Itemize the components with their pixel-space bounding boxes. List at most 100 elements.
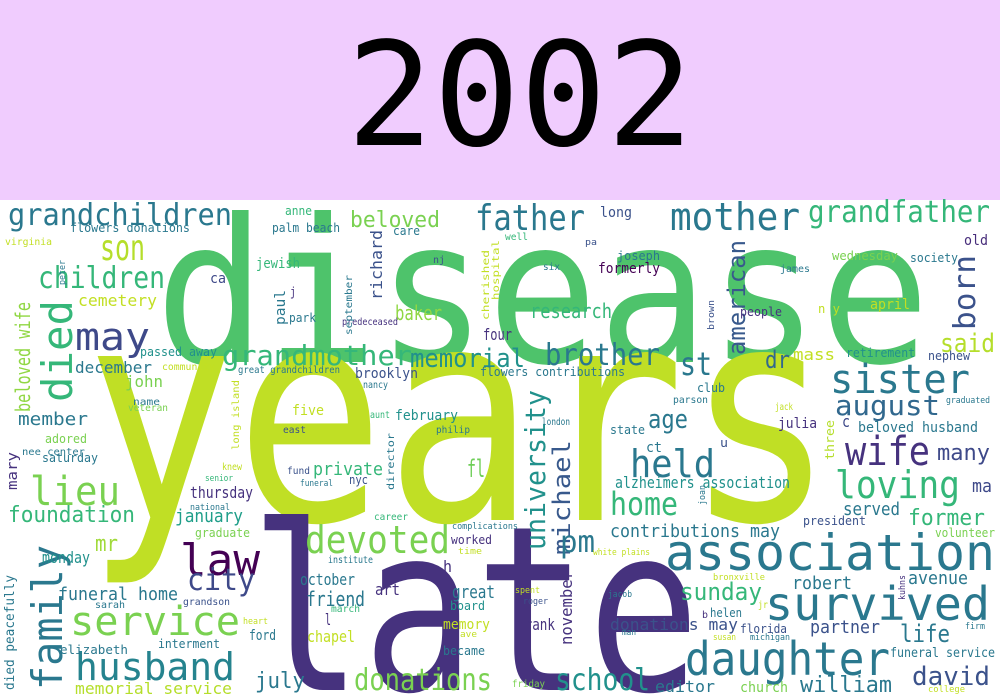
word: mother xyxy=(670,195,800,239)
word: joseph xyxy=(617,249,660,263)
word: died xyxy=(33,300,82,402)
word: funeral xyxy=(300,479,333,489)
word: frank xyxy=(517,615,555,634)
word: saturday xyxy=(42,451,98,465)
word: graduate xyxy=(195,526,250,540)
word: sunday xyxy=(680,578,762,606)
word: five xyxy=(292,403,324,419)
word: nephew xyxy=(928,349,971,363)
word: age xyxy=(648,405,688,435)
word: monday xyxy=(42,548,90,567)
word: state xyxy=(610,423,645,437)
word: director xyxy=(386,433,397,490)
word: served xyxy=(843,499,900,520)
word: september xyxy=(344,275,355,335)
word: knew xyxy=(222,462,243,473)
word: kuhns xyxy=(898,575,908,600)
word: memorial xyxy=(410,344,525,374)
word: james xyxy=(780,264,810,275)
word: grandmother xyxy=(222,339,412,372)
word: three xyxy=(823,420,837,460)
word: complications xyxy=(452,522,518,532)
word: sister xyxy=(830,357,970,403)
word: loving xyxy=(835,463,960,507)
word: susan xyxy=(713,633,736,643)
word: man xyxy=(622,628,636,638)
word: law xyxy=(180,535,260,586)
word: born xyxy=(948,255,983,330)
word: ave xyxy=(460,630,477,640)
word: florida xyxy=(740,622,787,636)
word: long xyxy=(600,205,632,221)
word: jewish xyxy=(256,256,300,272)
word: jacob xyxy=(608,590,632,600)
word: research xyxy=(530,299,612,323)
word: husband xyxy=(75,645,235,689)
word: pa xyxy=(585,238,597,248)
word: helen xyxy=(710,606,742,620)
word: dr xyxy=(765,346,790,374)
word: friend xyxy=(306,587,365,611)
word: richard xyxy=(367,230,386,300)
word: h xyxy=(443,557,452,576)
word: elizabeth xyxy=(60,643,128,657)
word: july xyxy=(255,669,305,694)
word: retirement xyxy=(846,346,915,360)
word: time xyxy=(458,547,482,557)
word: august xyxy=(835,389,940,422)
word: association xyxy=(665,524,995,582)
words: diseaseyearslateassociationsurviveddaugh… xyxy=(3,177,995,700)
word: aunt xyxy=(370,410,390,421)
word: national xyxy=(190,503,230,513)
word: beloved husband xyxy=(858,420,978,436)
word: j xyxy=(290,285,296,299)
word: private xyxy=(313,459,383,480)
word: senior xyxy=(205,474,233,484)
word: wednesday xyxy=(832,249,898,263)
word: sarah xyxy=(95,600,125,611)
word: father xyxy=(475,198,585,239)
word: u xyxy=(720,436,728,450)
word: january xyxy=(175,506,243,527)
word: april xyxy=(870,297,910,313)
word: mass xyxy=(793,345,835,364)
word: friday xyxy=(512,679,545,690)
word: children xyxy=(38,261,165,296)
word: december xyxy=(75,358,152,377)
word: philip xyxy=(436,425,470,436)
header-title: 2002 xyxy=(347,11,694,179)
word: editor xyxy=(655,677,715,696)
word: michigan xyxy=(750,633,790,643)
word: service xyxy=(70,599,240,645)
word: club xyxy=(697,381,725,395)
word: funeral service xyxy=(890,646,995,661)
word: late xyxy=(250,478,700,700)
word: jack xyxy=(775,402,793,413)
word: college xyxy=(928,685,965,695)
word: university xyxy=(519,390,552,550)
word: formerly xyxy=(598,261,660,277)
word: avenue xyxy=(908,568,968,589)
word: board xyxy=(450,599,485,613)
word: ca xyxy=(210,271,226,287)
word: ford xyxy=(249,628,276,644)
word: flowers contributions xyxy=(480,365,625,379)
word: church xyxy=(740,680,788,696)
word: nee center xyxy=(22,447,85,458)
word: grandson xyxy=(183,597,230,608)
word: institute xyxy=(328,555,373,566)
word: lieu xyxy=(30,469,120,515)
word: worked xyxy=(451,533,492,547)
word: jr xyxy=(758,600,768,611)
word: memorial service xyxy=(75,679,232,698)
word: american xyxy=(723,240,751,355)
word: mary xyxy=(5,452,21,490)
word: fl xyxy=(467,455,485,483)
header-band xyxy=(0,0,1000,200)
word: family xyxy=(23,545,72,690)
word: volunteer xyxy=(935,526,995,540)
word: bronxville xyxy=(713,573,765,583)
word: march xyxy=(331,604,360,615)
